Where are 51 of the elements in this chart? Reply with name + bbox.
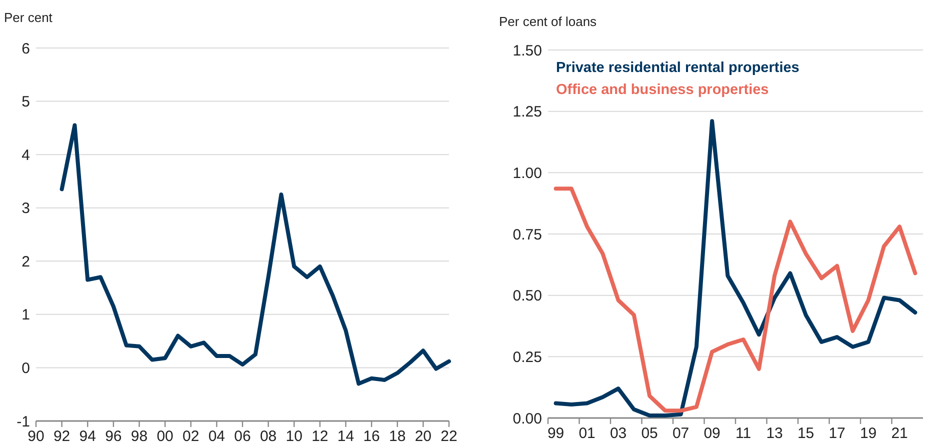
x-tick-label: 06	[234, 428, 251, 445]
x-tick-label: 00	[156, 428, 174, 445]
x-tick-label: 19	[860, 425, 877, 442]
x-tick-label: 21	[891, 425, 908, 442]
x-tick-label: 22	[440, 428, 458, 445]
x-tick-label: 92	[53, 428, 70, 445]
text: Office and business properties	[556, 82, 769, 98]
x-tick-label: 14	[337, 428, 354, 445]
x-tick-label: 03	[610, 425, 627, 442]
y-tick-label: 0.75	[512, 226, 542, 244]
x-tick-label: 96	[105, 428, 122, 445]
y-tick-label: 0.00	[512, 410, 542, 428]
x-tick-label: 05	[641, 425, 658, 442]
x-tick-label: 04	[208, 428, 226, 445]
text: Private residential rental properties	[556, 60, 800, 76]
x-tick-label: 09	[704, 425, 720, 442]
x-tick-label: 99	[547, 425, 564, 442]
x-tick-label: 18	[389, 428, 406, 445]
x-tick-label: 90	[28, 428, 44, 445]
x-tick-label: 11	[736, 425, 752, 442]
y-tick-label: 5	[22, 94, 30, 111]
x-tick-label: 12	[312, 428, 328, 445]
x-tick-label: 20	[414, 428, 432, 445]
line-series	[60, 123, 451, 386]
x-tick-label: 17	[828, 425, 846, 442]
x-tick-label: 13	[766, 425, 783, 442]
y-tick-label: 3	[22, 200, 30, 218]
x-tick-label: 98	[130, 428, 148, 445]
y-tick-label: 0	[22, 360, 30, 377]
line-series	[554, 186, 918, 413]
x-tick-label: 01	[578, 425, 596, 442]
y-tick-label: 1.00	[512, 164, 542, 182]
y-tick-label: 6	[22, 40, 30, 58]
x-tick-label: 16	[363, 428, 380, 445]
y-tick-label: 4	[22, 146, 30, 164]
x-tick-label: 94	[79, 428, 96, 445]
x-tick-label: 15	[797, 425, 814, 442]
x-tick-label: 07	[672, 425, 690, 442]
y-tick-label: 1	[22, 306, 30, 324]
x-tick-label: 10	[286, 428, 302, 445]
y-tick-label: -1	[16, 413, 30, 430]
x-tick-label: 02	[182, 428, 200, 445]
line-series	[554, 119, 918, 418]
y-tick-label: 1.25	[512, 104, 542, 121]
y-tick-label: 2	[22, 253, 30, 270]
y-axis-title: Per cent of loans	[499, 14, 598, 29]
y-tick-label: 0.25	[512, 348, 542, 366]
y-tick-label: 1.50	[512, 42, 542, 60]
y-axis-title: Per cent	[4, 10, 53, 25]
y-tick-label: 0.50	[512, 288, 542, 305]
x-tick-label: 08	[260, 428, 277, 445]
